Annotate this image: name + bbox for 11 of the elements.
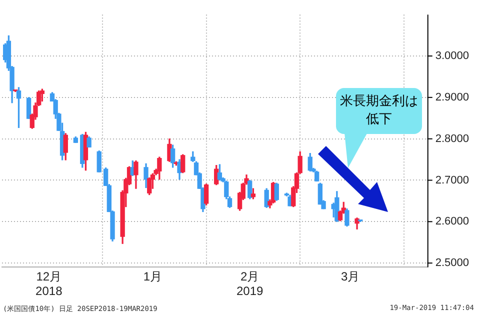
x-tick-label: 3月 [340,270,360,284]
y-tick-label: 2.9000 [435,91,470,104]
annotation: 米長期金利は低下 [336,88,422,134]
x-tick-label: 12月 2018 [36,270,63,298]
x-tick-label: 1月 [143,270,162,284]
y-tick-label: 2.5000 [435,257,470,270]
y-tick-label: 2.7000 [435,174,470,186]
y-tick-label: 3.0000 [435,50,470,62]
x-tick-label: 2月 2019 [236,270,264,298]
y-tick-label: 2.8000 [435,132,470,145]
y-tick-label: 2.6000 [435,216,470,228]
